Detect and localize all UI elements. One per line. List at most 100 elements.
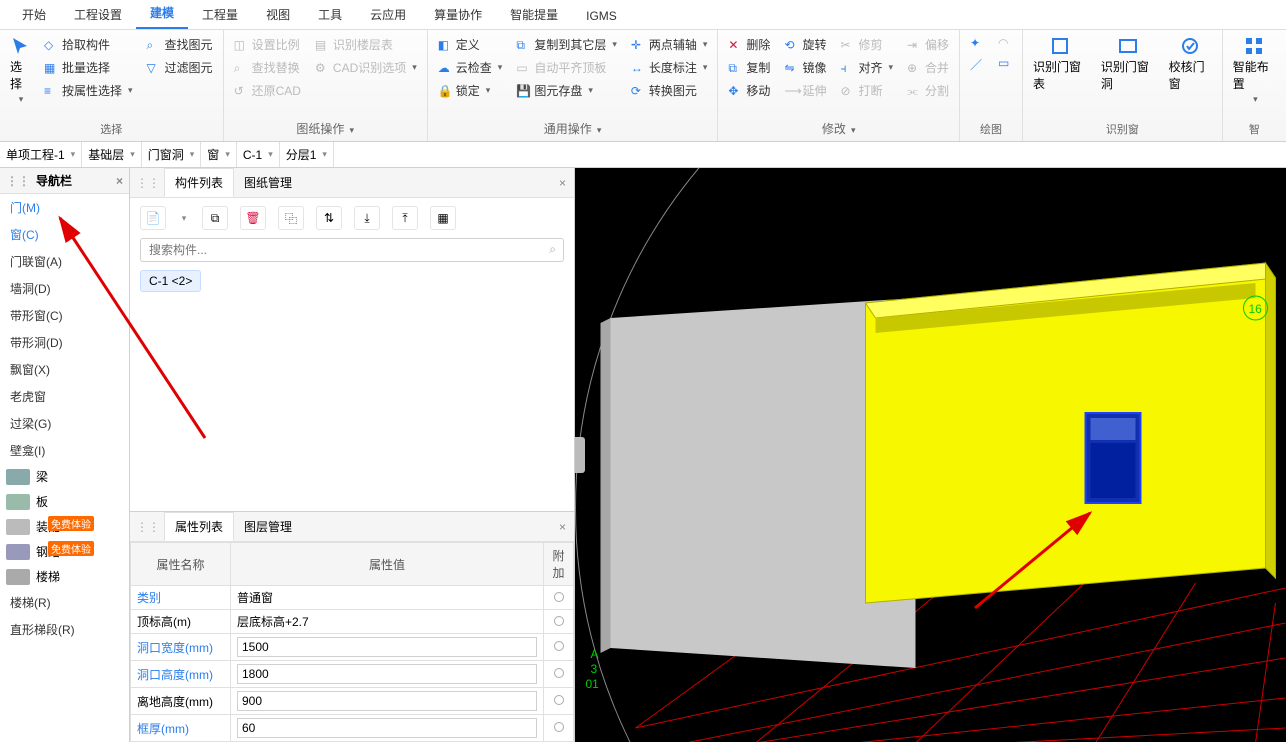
nav-category-steel[interactable]: 钢结…免费体验 xyxy=(0,539,129,564)
copy-button[interactable]: ⧉ xyxy=(202,206,228,230)
category-selector[interactable]: 门窗洞▾ xyxy=(142,142,202,167)
nav-item[interactable]: 带形窗(C) xyxy=(0,302,129,329)
nav-item[interactable]: 过梁(G) xyxy=(0,410,129,437)
verify-opening-button[interactable]: 校核门窗 xyxy=(1165,34,1216,94)
3d-viewport[interactable]: 16 A 3 01 xyxy=(575,168,1286,742)
menu-tab[interactable]: 建模 xyxy=(136,0,188,29)
draw-rect-button[interactable]: ▭ xyxy=(994,54,1016,72)
smart-layout-button[interactable]: 智能布置▾ xyxy=(1229,34,1280,107)
nav-item[interactable]: 飘窗(X) xyxy=(0,356,129,383)
search-input[interactable] xyxy=(140,238,564,262)
mirror-button[interactable]: ⇋镜像 xyxy=(780,57,830,78)
settings-button[interactable]: ▦ xyxy=(430,206,456,230)
close-icon[interactable]: × xyxy=(551,172,574,194)
prop-value[interactable]: 普通窗 xyxy=(231,586,544,610)
draw-line-button[interactable]: ／ xyxy=(966,54,988,72)
prop-name: 离地高度(mm) xyxy=(131,688,231,715)
grip-icon[interactable]: ⋮⋮ xyxy=(6,174,30,188)
prop-input[interactable] xyxy=(237,691,537,711)
convert-button[interactable]: ⟳转换图元 xyxy=(627,80,701,101)
tab-layers[interactable]: 图层管理 xyxy=(234,513,302,540)
aux-axis-button[interactable]: ✛两点辅轴▾ xyxy=(627,34,712,55)
dimension-button[interactable]: ↔长度标注▾ xyxy=(627,57,712,78)
delete-button[interactable]: 🗑 xyxy=(240,206,266,230)
extra-radio[interactable] xyxy=(554,641,564,651)
sort-button[interactable]: ⇅ xyxy=(316,206,342,230)
floor-selector[interactable]: 基础层▾ xyxy=(82,142,142,167)
prop-value[interactable]: 层底标高+2.7 xyxy=(231,610,544,634)
close-icon[interactable]: × xyxy=(551,516,574,538)
tab-component-list[interactable]: 构件列表 xyxy=(164,168,234,197)
attr-select-button[interactable]: ≡按属性选择▾ xyxy=(40,80,137,101)
type-selector[interactable]: 窗▾ xyxy=(201,142,237,167)
cloud-check-button[interactable]: ☁云检查▾ xyxy=(434,57,507,78)
chevron-down-icon[interactable]: ▾ xyxy=(178,206,190,230)
recognize-opening-button[interactable]: 识别门窗洞 xyxy=(1097,34,1159,94)
prop-input[interactable] xyxy=(237,664,537,684)
prop-input[interactable] xyxy=(237,637,537,657)
recognize-table-button[interactable]: 识别门窗表 xyxy=(1029,34,1091,94)
search-icon[interactable]: ⌕ xyxy=(549,242,556,257)
select-button[interactable]: 选择▾ xyxy=(6,34,34,107)
extra-radio[interactable] xyxy=(554,616,564,626)
extra-radio[interactable] xyxy=(554,592,564,602)
nav-item-window[interactable]: 窗(C) xyxy=(0,221,129,248)
nav-item[interactable]: 楼梯(R) xyxy=(0,589,129,616)
nav-category-slab[interactable]: 板 xyxy=(0,489,129,514)
new-button[interactable]: 📄 xyxy=(140,206,166,230)
menu-tab[interactable]: 视图 xyxy=(252,0,304,29)
nav-item[interactable]: 直形梯段(R) xyxy=(0,616,129,643)
copy-layer-button[interactable]: ⧉复制到其它层▾ xyxy=(512,34,621,55)
find-element-button[interactable]: ⌕查找图元 xyxy=(143,34,217,55)
ribbon-group: ◫设置比例 ⌕查找替换 ↺还原CAD ▤识别楼层表 ⚙CAD识别选项▾ 图纸操作… xyxy=(224,30,428,141)
project-selector[interactable]: 单项工程-1▾ xyxy=(0,142,82,167)
component-selector[interactable]: C-1▾ xyxy=(237,142,280,167)
filter-element-button[interactable]: ▽过滤图元 xyxy=(143,57,217,78)
move-button[interactable]: ✥移动 xyxy=(724,80,774,101)
rotate-button[interactable]: ⟲旋转 xyxy=(780,34,830,55)
define-button[interactable]: ◧定义 xyxy=(434,34,484,55)
nav-item[interactable]: 老虎窗 xyxy=(0,383,129,410)
nav-item[interactable]: 壁龛(I) xyxy=(0,437,129,464)
extra-radio[interactable] xyxy=(554,668,564,678)
break-button: ⊘打断 xyxy=(836,80,886,101)
prop-input[interactable] xyxy=(237,718,537,738)
menu-tab[interactable]: 算量协作 xyxy=(420,0,496,29)
element-save-button[interactable]: 💾图元存盘▾ xyxy=(512,80,597,101)
grip-icon[interactable]: ⋮⋮ xyxy=(136,176,164,190)
extra-radio[interactable] xyxy=(554,695,564,705)
menu-tab[interactable]: 云应用 xyxy=(356,0,420,29)
layer-selector[interactable]: 分层1▾ xyxy=(280,142,334,167)
close-icon[interactable]: × xyxy=(116,174,123,188)
copy-button[interactable]: ⧉复制 xyxy=(724,57,774,78)
tab-drawing-mgmt[interactable]: 图纸管理 xyxy=(234,169,302,196)
property-row: 离地高度(mm) xyxy=(131,688,574,715)
panel-grip-icon[interactable] xyxy=(575,437,585,473)
menu-tab[interactable]: 工程量 xyxy=(188,0,252,29)
menu-tab[interactable]: 工具 xyxy=(304,0,356,29)
menu-tab[interactable]: IGMS xyxy=(572,3,631,29)
grip-icon[interactable]: ⋮⋮ xyxy=(136,520,164,534)
lock-button[interactable]: 🔒锁定▾ xyxy=(434,80,495,101)
extra-radio[interactable] xyxy=(554,722,564,732)
align-button[interactable]: ⫞对齐▾ xyxy=(836,57,897,78)
duplicate-button[interactable]: ⿻ xyxy=(278,206,304,230)
menu-tab[interactable]: 开始 xyxy=(8,0,60,29)
tab-properties[interactable]: 属性列表 xyxy=(164,512,234,541)
menu-tab[interactable]: 智能提量 xyxy=(496,0,572,29)
draw-point-button[interactable]: ✦ xyxy=(966,34,988,52)
nav-category-stair[interactable]: 楼梯 xyxy=(0,564,129,589)
nav-item[interactable]: 带形洞(D) xyxy=(0,329,129,356)
nav-category-prefab[interactable]: 装配…免费体验 xyxy=(0,514,129,539)
nav-item[interactable]: 门联窗(A) xyxy=(0,248,129,275)
export-button[interactable]: ⤓ xyxy=(354,206,380,230)
nav-category-beam[interactable]: 梁 xyxy=(0,464,129,489)
component-chip[interactable]: C-1 <2> xyxy=(140,270,201,292)
import-button[interactable]: ⤒ xyxy=(392,206,418,230)
nav-item[interactable]: 墙洞(D) xyxy=(0,275,129,302)
batch-select-button[interactable]: ▦批量选择 xyxy=(40,57,114,78)
menu-tab[interactable]: 工程设置 xyxy=(60,0,136,29)
pick-component-button[interactable]: ◇拾取构件 xyxy=(40,34,114,55)
delete-button[interactable]: ✕删除 xyxy=(724,34,774,55)
nav-item-door[interactable]: 门(M) xyxy=(0,194,129,221)
